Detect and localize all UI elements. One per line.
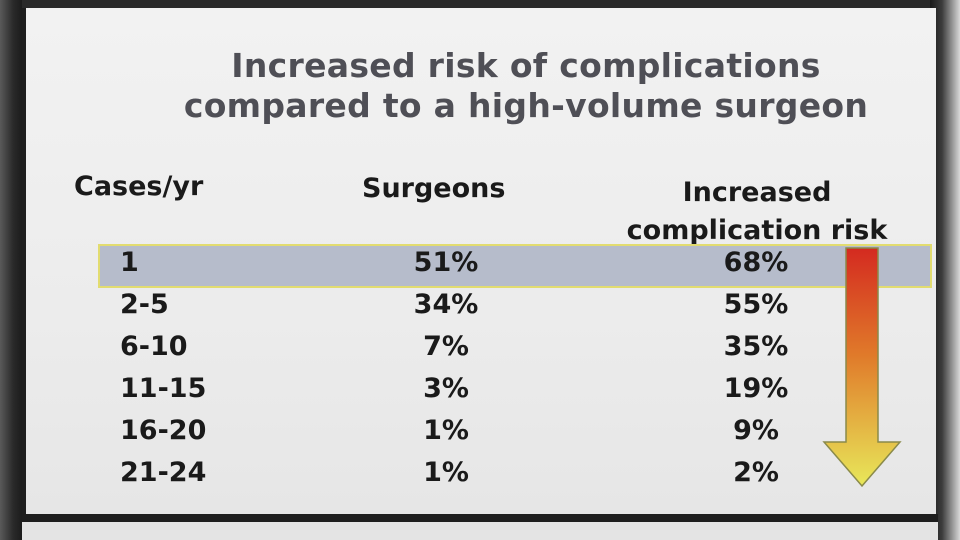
column-header-risk: Increased complication risk — [592, 174, 922, 250]
cell-risk: 2% — [733, 457, 779, 488]
column-header-risk-line-1: Increased — [682, 177, 832, 208]
cell-surgeons: 1% — [423, 415, 469, 446]
cell-risk: 35% — [723, 331, 789, 362]
column-header-surgeons: Surgeons — [362, 173, 506, 204]
photo-frame-left — [0, 0, 22, 540]
table-row: 6-10 7% 35% — [26, 326, 940, 367]
cell-risk: 9% — [733, 415, 779, 446]
cell-surgeons: 34% — [413, 289, 479, 320]
cell-cases: 1 — [120, 247, 139, 278]
cell-cases: 11-15 — [120, 373, 207, 404]
cell-surgeons: 3% — [423, 373, 469, 404]
slide: Increased risk of complications compared… — [22, 8, 936, 516]
slide-title: Increased risk of complications compared… — [126, 46, 926, 126]
table-row: 11-15 3% 19% — [26, 368, 940, 409]
arrow-shape — [822, 247, 902, 488]
table-row: 1 51% 68% — [26, 242, 940, 283]
cell-surgeons: 51% — [413, 247, 479, 278]
arrow-svg — [822, 247, 902, 488]
cell-risk: 19% — [723, 373, 789, 404]
below-slide-area — [22, 522, 938, 540]
table-row: 16-20 1% 9% — [26, 410, 940, 451]
cell-cases: 6-10 — [120, 331, 188, 362]
slide-title-line-2: compared to a high-volume surgeon — [183, 86, 869, 125]
slide-title-line-1: Increased risk of complications — [231, 46, 821, 85]
cell-cases: 16-20 — [120, 415, 207, 446]
cell-surgeons: 1% — [423, 457, 469, 488]
column-header-cases: Cases/yr — [74, 171, 204, 202]
cell-risk: 55% — [723, 289, 789, 320]
column-header-risk-line-2: complication risk — [626, 215, 888, 246]
table-row: 21-24 1% 2% — [26, 452, 940, 493]
slide-bottom-edge — [22, 514, 938, 522]
cell-cases: 21-24 — [120, 457, 207, 488]
cell-risk: 68% — [723, 247, 789, 278]
cell-cases: 2-5 — [120, 289, 169, 320]
table-row: 2-5 34% 55% — [26, 284, 940, 325]
cell-surgeons: 7% — [423, 331, 469, 362]
highlighted-row-band — [98, 244, 932, 288]
gradient-down-arrow-icon — [816, 246, 906, 492]
